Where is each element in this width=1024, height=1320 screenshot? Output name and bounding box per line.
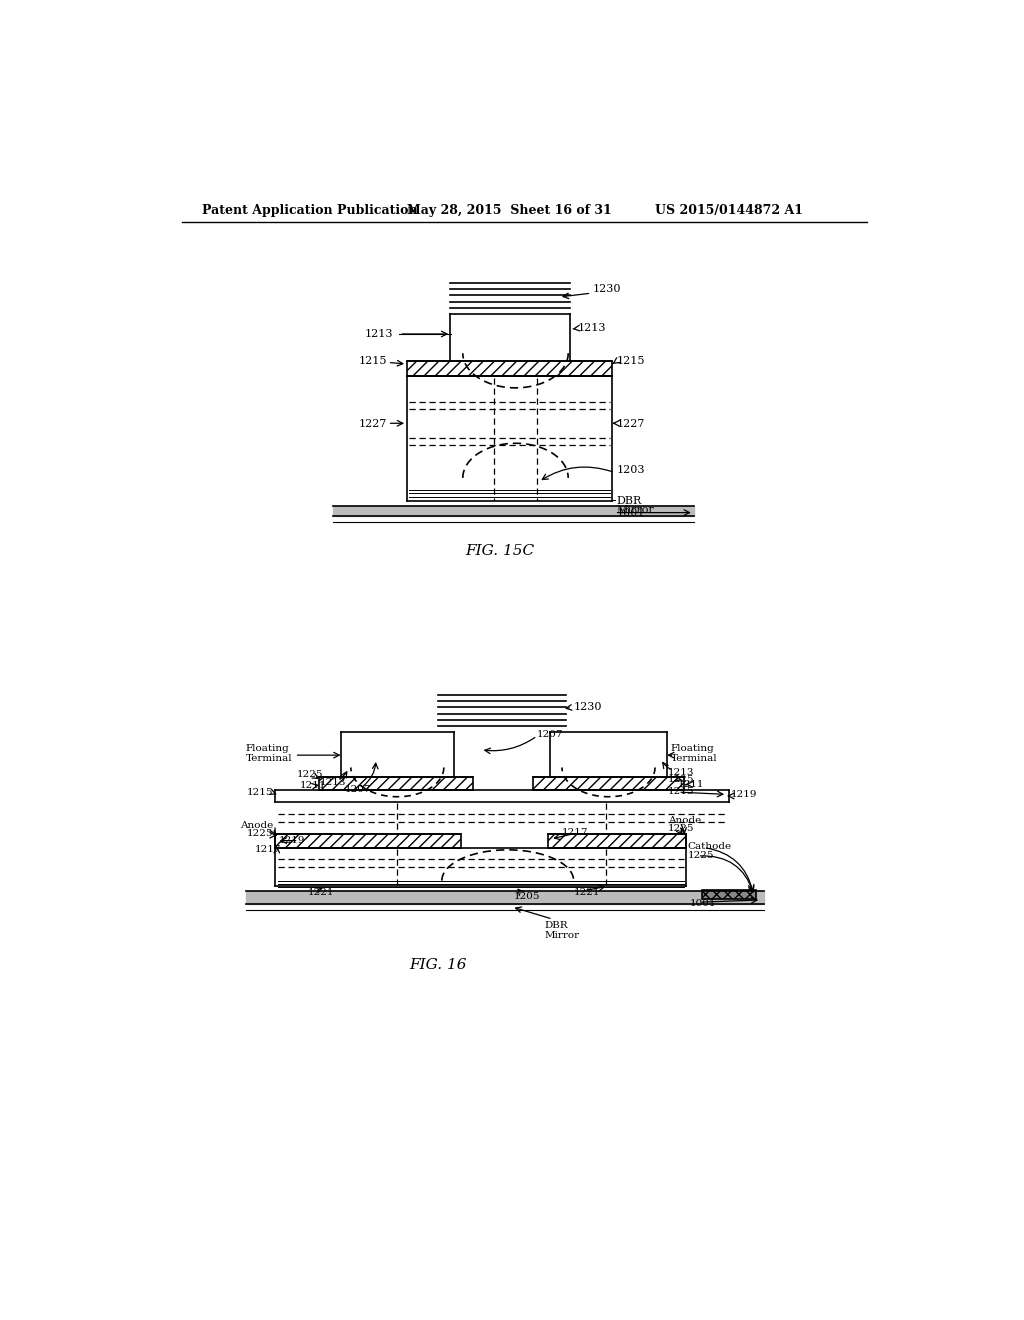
Bar <box>407 360 612 376</box>
Bar <box>701 890 756 899</box>
Text: DBR: DBR <box>545 921 568 929</box>
Text: Cathode: Cathode <box>687 842 732 850</box>
Text: 1219: 1219 <box>731 789 758 799</box>
Text: 1213: 1213 <box>669 768 694 776</box>
Text: Anode: Anode <box>669 816 701 825</box>
Text: 1215: 1215 <box>358 356 387 366</box>
Text: Floating: Floating <box>246 743 290 752</box>
Text: 1225: 1225 <box>297 770 324 779</box>
Text: 1227: 1227 <box>616 418 645 429</box>
Text: 1217: 1217 <box>254 845 281 854</box>
Text: 1203: 1203 <box>616 465 645 475</box>
Text: Mirror: Mirror <box>616 506 654 515</box>
Bar <box>548 834 686 847</box>
Text: 1215: 1215 <box>669 787 694 796</box>
Text: Floating: Floating <box>671 743 715 752</box>
Text: 1213: 1213 <box>578 323 606 333</box>
Text: Terminal: Terminal <box>246 754 293 763</box>
Text: Terminal: Terminal <box>671 754 717 763</box>
Text: 1217: 1217 <box>562 828 589 837</box>
Text: DBR: DBR <box>616 496 641 506</box>
Text: 1230: 1230 <box>593 284 622 294</box>
Text: US 2015/0144872 A1: US 2015/0144872 A1 <box>655 205 803 218</box>
Text: 1205: 1205 <box>514 891 541 900</box>
Text: 1001: 1001 <box>690 899 717 908</box>
Text: 1221: 1221 <box>308 888 334 896</box>
Text: 1211: 1211 <box>300 781 327 791</box>
Text: May 28, 2015  Sheet 16 of 31: May 28, 2015 Sheet 16 of 31 <box>407 205 611 218</box>
Bar <box>275 834 461 847</box>
Bar <box>532 776 684 789</box>
Text: 1221: 1221 <box>573 888 600 896</box>
Text: Anode: Anode <box>241 821 273 830</box>
Text: 1225: 1225 <box>669 824 694 833</box>
Text: 1213: 1213 <box>319 777 346 787</box>
Text: FIG. 16: FIG. 16 <box>410 958 467 973</box>
Text: 1215: 1215 <box>616 356 645 366</box>
Text: FIG. 15C: FIG. 15C <box>466 544 535 558</box>
Text: 1001: 1001 <box>616 508 645 517</box>
Text: 1225: 1225 <box>687 851 714 859</box>
Text: 1227: 1227 <box>358 418 386 429</box>
Text: 1225: 1225 <box>669 775 694 784</box>
Text: 1219: 1219 <box>280 836 305 845</box>
Text: 1215: 1215 <box>247 788 273 797</box>
Text: 1213: 1213 <box>365 329 393 339</box>
Text: 1225: 1225 <box>247 829 273 838</box>
Text: 1230: 1230 <box>573 702 602 711</box>
Bar <box>319 776 473 789</box>
Text: 1211: 1211 <box>678 780 705 789</box>
Text: Patent Application Publication: Patent Application Publication <box>202 205 417 218</box>
Text: Mirror: Mirror <box>545 931 580 940</box>
Text: 1207: 1207 <box>345 785 372 795</box>
Text: 1207: 1207 <box>537 730 563 739</box>
